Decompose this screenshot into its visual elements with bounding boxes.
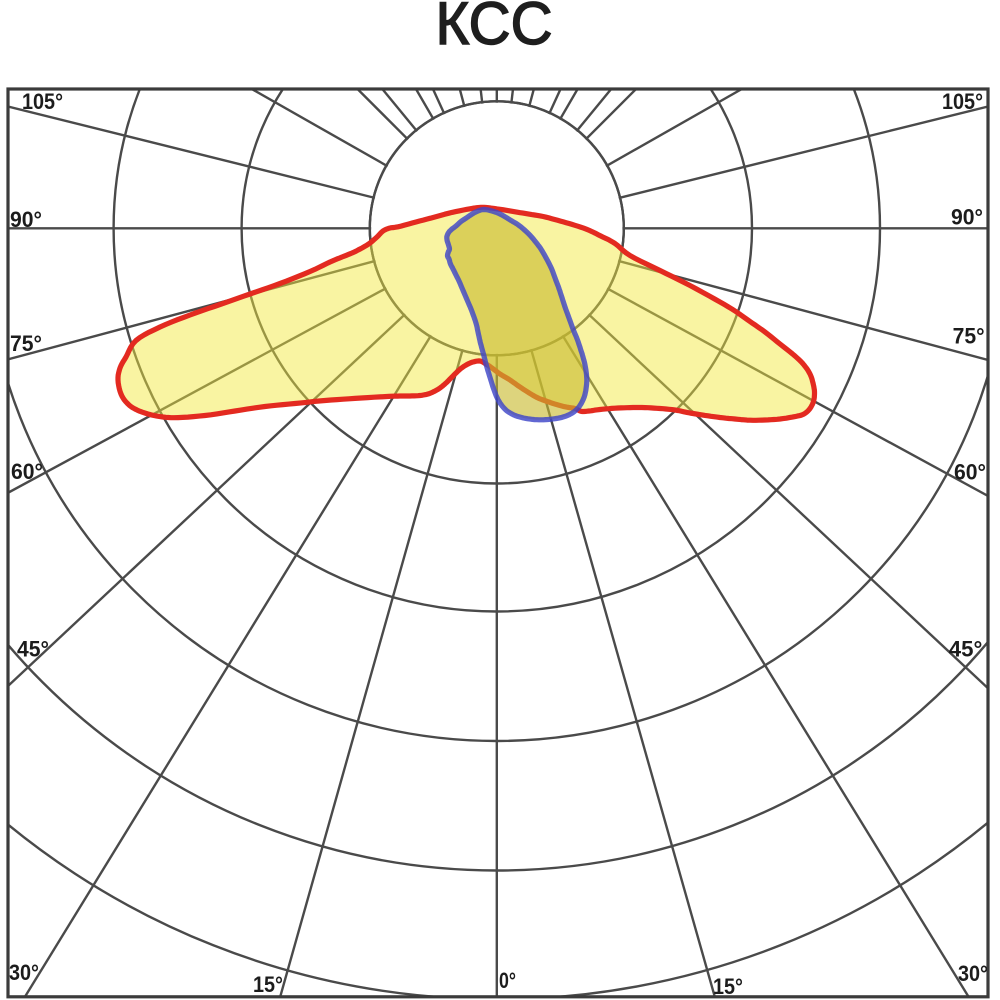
svg-text:105°: 105°	[942, 89, 983, 114]
svg-text:30°: 30°	[9, 960, 39, 985]
svg-text:30°: 30°	[958, 961, 988, 986]
svg-text:105°: 105°	[22, 89, 63, 114]
svg-text:45°: 45°	[949, 637, 983, 662]
svg-text:0°: 0°	[499, 968, 516, 993]
svg-text:15°: 15°	[713, 974, 743, 999]
svg-text:60°: 60°	[11, 459, 43, 484]
svg-text:75°: 75°	[10, 331, 42, 356]
svg-text:60°: 60°	[954, 460, 986, 485]
svg-text:45°: 45°	[17, 637, 49, 662]
svg-text:КСС: КСС	[436, 0, 553, 57]
svg-text:75°: 75°	[953, 324, 985, 349]
svg-text:90°: 90°	[10, 207, 42, 232]
svg-text:90°: 90°	[951, 205, 983, 230]
svg-text:15°: 15°	[253, 972, 283, 997]
